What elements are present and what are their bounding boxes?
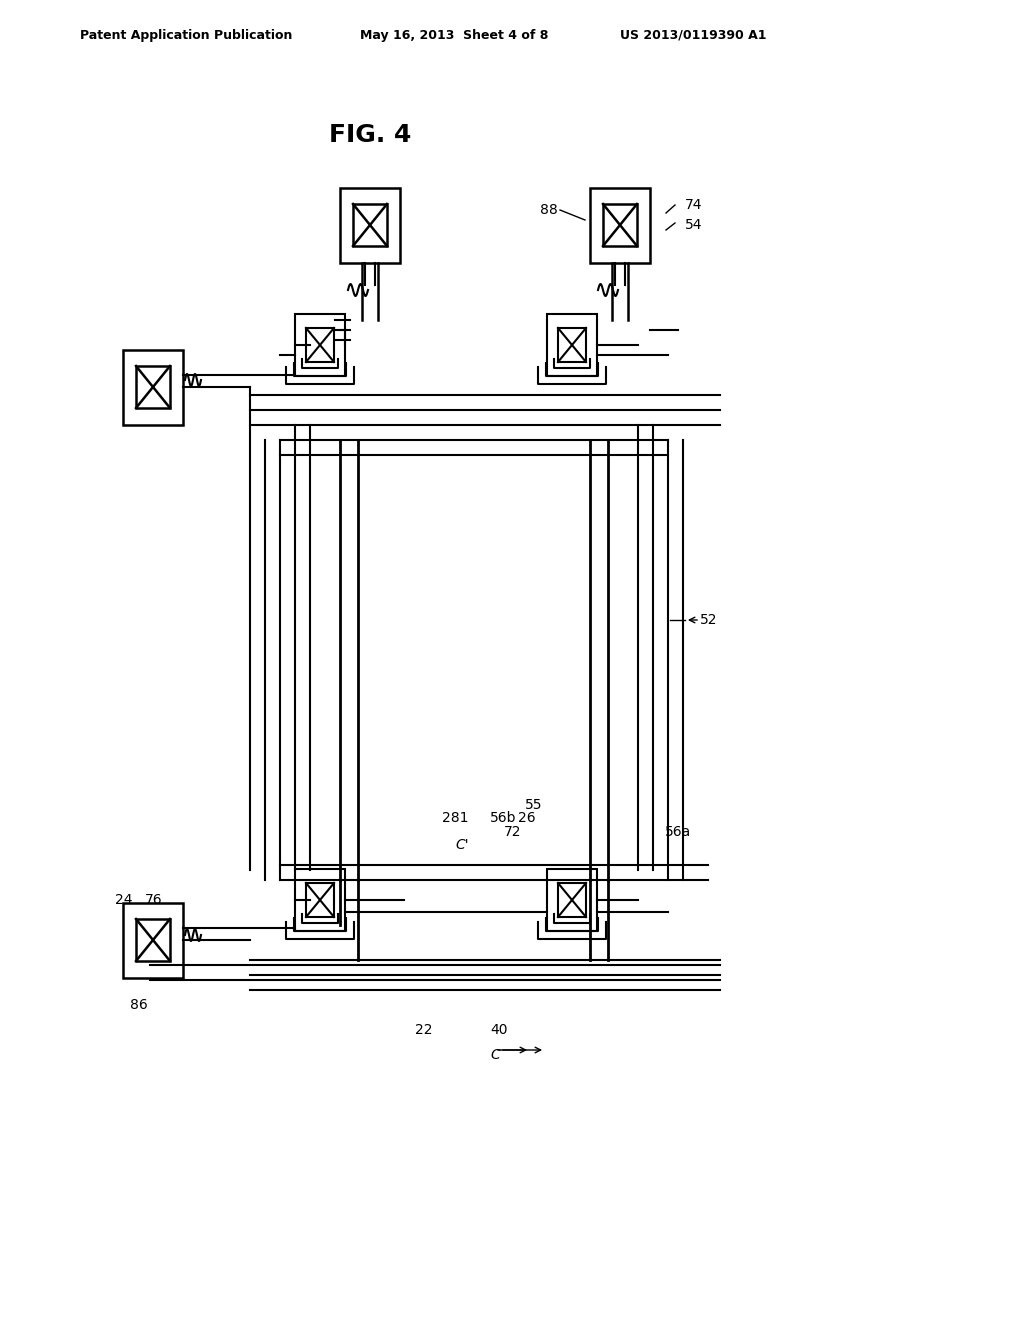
Bar <box>603 205 637 246</box>
Text: 22: 22 <box>415 1023 432 1038</box>
Text: 76: 76 <box>145 894 163 907</box>
Text: C': C' <box>455 838 469 851</box>
Text: C: C <box>490 1048 500 1063</box>
Text: 55: 55 <box>525 799 543 812</box>
Bar <box>136 919 170 961</box>
Bar <box>353 205 387 246</box>
Bar <box>306 327 334 362</box>
Text: US 2013/0119390 A1: US 2013/0119390 A1 <box>620 29 767 41</box>
Text: 88: 88 <box>540 203 558 216</box>
Bar <box>295 314 345 376</box>
Text: 54: 54 <box>685 218 702 232</box>
Bar <box>340 187 400 263</box>
Text: FIG. 4: FIG. 4 <box>329 123 412 147</box>
Bar <box>558 883 586 917</box>
Bar <box>123 350 183 425</box>
Text: 72: 72 <box>504 825 521 840</box>
Text: 26: 26 <box>518 810 536 825</box>
Text: 281: 281 <box>442 810 469 825</box>
Bar <box>123 903 183 978</box>
Bar <box>547 314 597 376</box>
Bar <box>295 869 345 931</box>
Text: Patent Application Publication: Patent Application Publication <box>80 29 293 41</box>
Text: 40: 40 <box>490 1023 508 1038</box>
Text: 86: 86 <box>130 998 147 1012</box>
Text: 24: 24 <box>115 894 132 907</box>
Text: May 16, 2013  Sheet 4 of 8: May 16, 2013 Sheet 4 of 8 <box>360 29 549 41</box>
Bar <box>558 327 586 362</box>
Bar <box>306 883 334 917</box>
Text: 56b: 56b <box>490 810 516 825</box>
Bar <box>547 869 597 931</box>
Bar <box>590 187 650 263</box>
Text: 74: 74 <box>685 198 702 213</box>
Text: 56a: 56a <box>665 825 691 840</box>
Text: 52: 52 <box>700 612 718 627</box>
Bar <box>136 366 170 408</box>
